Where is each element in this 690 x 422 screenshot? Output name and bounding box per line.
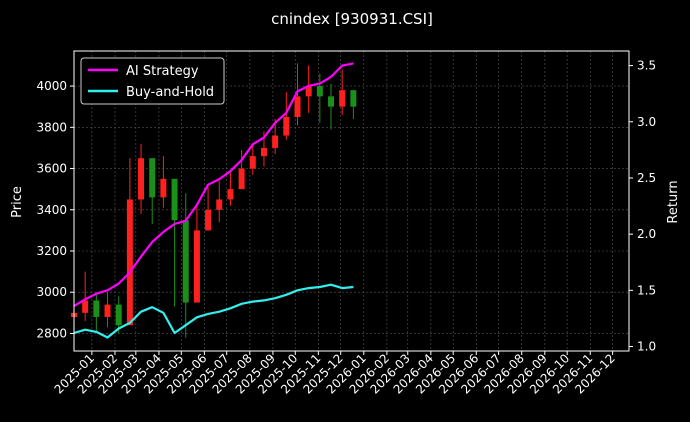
legend-label-buy-and-hold: Buy-and-Hold bbox=[126, 85, 214, 100]
y-tick-label-right: 2.0 bbox=[637, 227, 656, 241]
candle-body bbox=[171, 178, 178, 221]
y-tick-label-left: 3800 bbox=[36, 120, 67, 134]
y-tick-label-right: 3.5 bbox=[637, 59, 656, 73]
candle-body bbox=[272, 135, 279, 148]
y-tick-label-right: 2.5 bbox=[637, 171, 656, 185]
candle-body bbox=[238, 168, 245, 190]
y-tick-label-left: 2800 bbox=[36, 326, 67, 340]
series-line-buy-and-hold bbox=[73, 283, 354, 339]
candle-body bbox=[149, 158, 156, 198]
candle-body bbox=[283, 116, 290, 136]
candle-body bbox=[216, 199, 223, 210]
candle-body bbox=[294, 96, 301, 117]
candle-body bbox=[316, 86, 323, 97]
candle-body bbox=[249, 156, 256, 169]
y-tick-label-left: 4000 bbox=[36, 79, 67, 93]
candle-body bbox=[260, 147, 267, 157]
series-line-ai-strategy bbox=[73, 62, 354, 308]
plot-frame bbox=[73, 50, 630, 352]
candle-body bbox=[82, 300, 89, 313]
candle-body bbox=[138, 158, 145, 200]
legend: AI Strategy Buy-and-Hold bbox=[80, 57, 225, 105]
y-axis-label-right: Return bbox=[666, 180, 681, 223]
chart-title: cnindex [930931.CSI] bbox=[271, 10, 433, 28]
y-tick-label-right: 1.5 bbox=[637, 283, 656, 297]
y-tick-label-left: 3000 bbox=[36, 285, 67, 299]
candle-body bbox=[350, 90, 357, 107]
candle-body bbox=[193, 230, 200, 303]
y-axis-label-left: Price bbox=[10, 186, 25, 218]
candle-body bbox=[305, 86, 312, 97]
candle-body bbox=[160, 178, 167, 198]
y-tick-label-left: 3600 bbox=[36, 162, 67, 176]
candle-body bbox=[115, 304, 122, 326]
y-tick-label-right: 3.0 bbox=[637, 115, 656, 129]
candle-body bbox=[227, 189, 234, 200]
candle-body bbox=[205, 209, 212, 231]
candle-body bbox=[339, 90, 346, 107]
series-lines bbox=[73, 62, 354, 339]
candle-body bbox=[126, 199, 133, 326]
legend-label-ai-strategy: AI Strategy bbox=[126, 64, 199, 79]
y-tick-label-left: 3200 bbox=[36, 244, 67, 258]
candle-body bbox=[182, 220, 189, 303]
candle-body bbox=[328, 96, 335, 107]
candle-body bbox=[104, 304, 111, 317]
candle-body bbox=[93, 300, 100, 317]
y-tick-label-left: 3400 bbox=[36, 203, 67, 217]
y-tick-label-right: 1.0 bbox=[637, 340, 656, 354]
